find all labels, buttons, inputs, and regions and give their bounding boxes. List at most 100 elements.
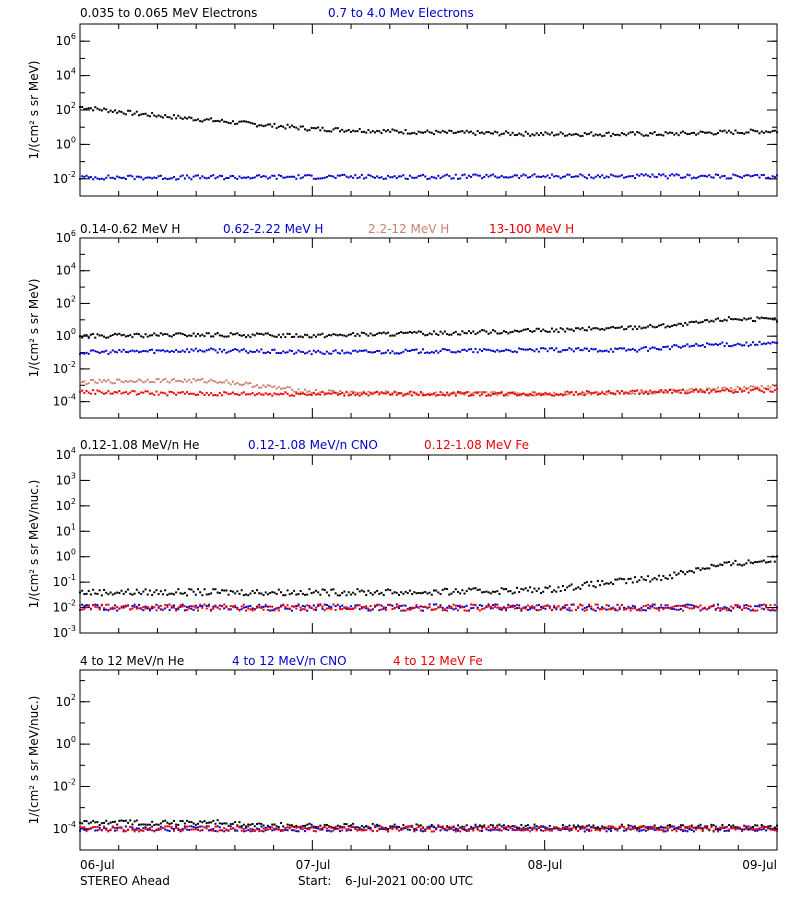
data-point (544, 586, 547, 589)
data-point (524, 829, 527, 832)
data-point (675, 173, 678, 176)
data-point (153, 591, 156, 594)
data-point (642, 346, 645, 349)
data-point (721, 608, 724, 611)
data-point (400, 351, 403, 354)
data-point (312, 608, 315, 611)
data-point (255, 828, 258, 831)
data-point (671, 391, 674, 394)
data-point (231, 822, 234, 825)
data-point (332, 128, 335, 131)
data-point (579, 587, 582, 590)
data-point (515, 586, 518, 589)
data-point (476, 826, 479, 829)
data-point (264, 351, 267, 354)
data-point (413, 131, 416, 134)
data-point (448, 826, 451, 829)
data-point (675, 389, 678, 392)
data-point (509, 331, 512, 334)
data-point (616, 578, 619, 581)
data-point (446, 609, 449, 612)
data-point (773, 317, 776, 320)
data-point (456, 604, 459, 607)
data-point (349, 393, 352, 396)
data-point (111, 593, 114, 596)
data-point (258, 350, 261, 353)
data-point (727, 389, 730, 392)
data-point (760, 828, 763, 831)
data-point (509, 825, 512, 828)
data-point (478, 829, 481, 832)
data-point (214, 349, 217, 352)
data-point (491, 391, 494, 394)
data-point (214, 333, 217, 336)
data-point (419, 827, 422, 830)
data-point (347, 129, 350, 132)
data-point (478, 348, 481, 351)
data-point (107, 336, 110, 339)
data-point (155, 378, 158, 381)
data-point (103, 178, 106, 181)
data-point (175, 178, 178, 181)
data-point (148, 392, 151, 395)
data-point (181, 381, 184, 384)
data-point (620, 577, 623, 580)
data-point (633, 133, 636, 136)
data-point (214, 605, 217, 608)
data-point (467, 609, 470, 612)
data-point (207, 821, 210, 824)
data-point (332, 389, 335, 392)
data-point (773, 341, 776, 344)
data-point (655, 578, 658, 581)
series-points (79, 340, 778, 356)
data-point (253, 350, 256, 353)
data-point (266, 332, 269, 335)
data-point (588, 605, 591, 608)
data-point (168, 177, 171, 180)
data-point (686, 173, 689, 176)
data-point (710, 605, 713, 608)
data-point (212, 827, 215, 830)
data-point (360, 607, 363, 610)
data-point (312, 334, 315, 337)
data-point (286, 332, 289, 335)
data-point (96, 389, 99, 392)
data-point (107, 174, 110, 177)
data-point (253, 122, 256, 125)
data-point (100, 177, 103, 180)
data-point (395, 606, 398, 609)
data-point (470, 607, 473, 610)
data-point (341, 349, 344, 352)
data-point (535, 393, 538, 396)
data-point (478, 825, 481, 828)
data-point (87, 827, 90, 830)
data-point (124, 350, 127, 353)
data-point (135, 393, 138, 396)
data-point (92, 604, 95, 607)
data-point (513, 350, 516, 353)
data-point (701, 390, 704, 393)
data-point (376, 825, 379, 828)
data-point (616, 326, 619, 329)
data-point (299, 827, 302, 830)
data-point (207, 603, 210, 606)
data-point (489, 607, 492, 610)
data-point (520, 827, 523, 830)
data-point (498, 827, 501, 830)
y-tick-label: 102 (56, 101, 76, 117)
data-point (100, 829, 103, 832)
data-point (568, 824, 571, 827)
data-point (688, 827, 691, 830)
data-point (227, 393, 230, 396)
series-points (79, 819, 778, 831)
data-point (144, 333, 147, 336)
data-point (277, 352, 280, 355)
data-point (520, 587, 523, 590)
data-point (109, 109, 112, 112)
data-point (500, 825, 503, 828)
data-point (472, 173, 475, 176)
data-point (712, 564, 715, 567)
data-point (655, 348, 658, 351)
data-point (301, 392, 304, 395)
data-point (524, 348, 527, 351)
